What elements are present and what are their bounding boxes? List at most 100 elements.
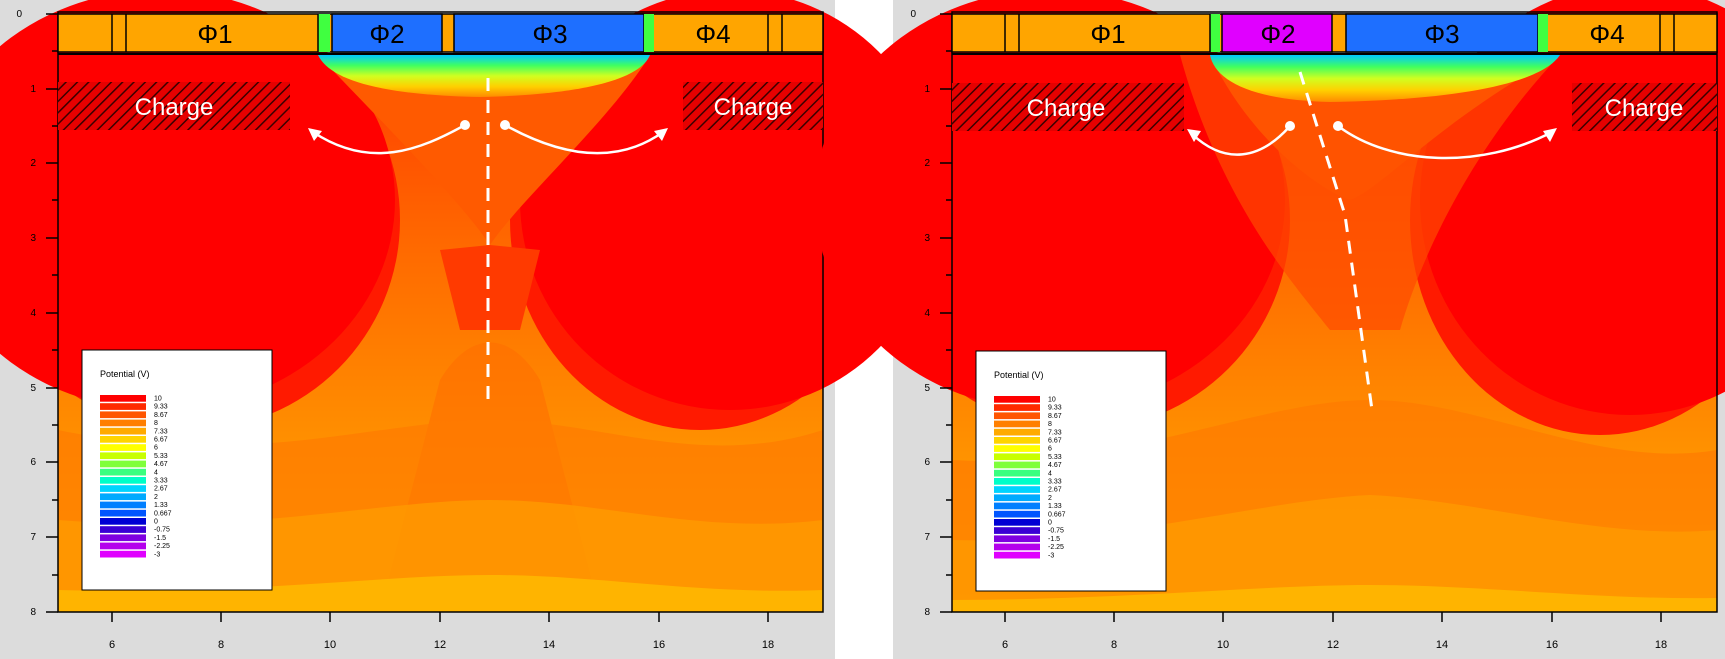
legend-swatch [994, 502, 1040, 510]
left-charge-arrows [312, 123, 664, 155]
right-charge-label-right: Charge [1605, 95, 1684, 122]
legend-swatch [994, 469, 1040, 477]
right-x-tick: 14 [1436, 639, 1448, 651]
legend-swatch [994, 445, 1040, 452]
legend-level-label: 3.33 [154, 478, 168, 485]
left-plot: Φ1 Φ2 Φ3 Φ4 Charge Charge [0, 0, 940, 651]
legend-level-label: -0.75 [154, 527, 170, 534]
left-x-tick: 14 [543, 639, 555, 651]
legend-swatch [994, 478, 1040, 485]
left-charge-box-right [683, 82, 823, 130]
legend-level-label: 6.67 [154, 437, 168, 444]
legend-level-label: 3.33 [1048, 479, 1062, 486]
right-y-tick: 0 [910, 9, 916, 20]
right-y-tick: 7 [924, 532, 930, 543]
legend-swatch [100, 460, 146, 468]
legend-level-label: 0.667 [1048, 511, 1066, 518]
left-y-tick: 6 [30, 457, 36, 468]
legend-swatch [100, 411, 146, 419]
left-electrode-phi1: Φ1 [197, 19, 232, 49]
right-barrier-line [1298, 71, 1374, 411]
left-y-tick: 8 [30, 607, 36, 618]
legend-swatch [100, 542, 146, 550]
legend-swatch [100, 452, 146, 460]
legend-level-label: 10 [1048, 397, 1056, 404]
legend-level-label: -1.5 [154, 535, 166, 542]
legend-level-label: 5.33 [154, 453, 168, 460]
left-electrode-phi2: Φ2 [369, 19, 404, 49]
legend-level-label: -3 [1048, 552, 1054, 559]
legend-swatch [994, 428, 1040, 436]
legend-level-label: 7.33 [154, 428, 168, 435]
legend-level-label: 6.67 [1048, 438, 1062, 445]
legend-level-label: 10 [154, 396, 162, 403]
legend-swatch [994, 396, 1040, 403]
left-x-tick: 12 [434, 639, 446, 651]
legend-swatch [994, 494, 1040, 502]
legend-level-label: 1.33 [1048, 503, 1062, 510]
legend-swatch [994, 461, 1040, 469]
right-y-tick: 6 [924, 457, 930, 468]
legend-level-label: 2.67 [1048, 487, 1062, 494]
left-x-tick: 18 [762, 639, 774, 651]
legend-level-label: -2.25 [1048, 544, 1064, 551]
legend-level-label: 4.67 [154, 461, 168, 468]
legend-swatch [100, 444, 146, 451]
legend-level-label: 6 [154, 445, 158, 452]
legend-swatch [100, 534, 146, 542]
legend-level-label: 8 [154, 420, 158, 427]
legend-swatch [100, 468, 146, 476]
right-charge-box-right [1572, 83, 1717, 131]
legend-swatch [100, 509, 146, 517]
left-x-tick: 8 [218, 639, 224, 651]
legend-swatch [100, 518, 146, 525]
left-y-tick: 5 [30, 383, 36, 394]
legend-swatch [994, 519, 1040, 526]
legend-level-label: -3 [154, 551, 160, 558]
legend-swatch [994, 453, 1040, 461]
legend-level-label: -1.5 [1048, 536, 1060, 543]
legend-level-label: 6 [1048, 446, 1052, 453]
left-charge-label-left: Charge [135, 94, 214, 121]
right-electrode-phi4: Φ4 [1589, 19, 1624, 49]
legend-level-label: 9.33 [1048, 405, 1062, 412]
right-electrode-phi3: Φ3 [1424, 19, 1459, 49]
left-y-tick: 4 [30, 308, 36, 319]
legend-swatch [994, 437, 1040, 444]
legend-swatch [100, 403, 146, 410]
legend-level-label: 2 [1048, 495, 1052, 502]
right-y-tick: 1 [924, 84, 930, 95]
right-y-tick: 2 [924, 158, 930, 169]
legend-level-label: 0.667 [154, 510, 172, 517]
left-electrode-phi3: Φ3 [532, 19, 567, 49]
left-y-tick: 0 [16, 9, 22, 20]
legend-swatch [994, 527, 1040, 534]
left-x-tick: 10 [324, 639, 336, 651]
legend-level-label: 0 [1048, 520, 1052, 527]
right-plot: Φ1 Φ2 Φ3 Φ4 Charge Charge 0 [815, 0, 1725, 651]
legend-swatch [994, 412, 1040, 420]
right-legend-title: Potential (V) [994, 370, 1044, 380]
legend-swatch [100, 436, 146, 443]
right-x-tick: 12 [1327, 639, 1339, 651]
legend-level-label: -2.25 [154, 543, 170, 550]
right-x-tick: 16 [1546, 639, 1558, 651]
legend-swatch [100, 427, 146, 435]
legend-swatch [994, 510, 1040, 518]
legend-swatch [100, 395, 146, 402]
right-x-tick: 6 [1002, 639, 1008, 651]
legend-level-label: 2.67 [154, 486, 168, 493]
legend-swatch [100, 493, 146, 501]
left-y-tick: 2 [30, 158, 36, 169]
legend-level-label: 2 [154, 494, 158, 501]
legend-swatch [100, 419, 146, 427]
right-y-tick: 4 [924, 308, 930, 319]
legend-level-label: 4 [1048, 470, 1052, 477]
legend-level-label: 7.33 [1048, 429, 1062, 436]
legend-swatch [100, 485, 146, 492]
right-y-tick: 3 [924, 233, 930, 244]
legend-level-label: 8.67 [1048, 413, 1062, 420]
